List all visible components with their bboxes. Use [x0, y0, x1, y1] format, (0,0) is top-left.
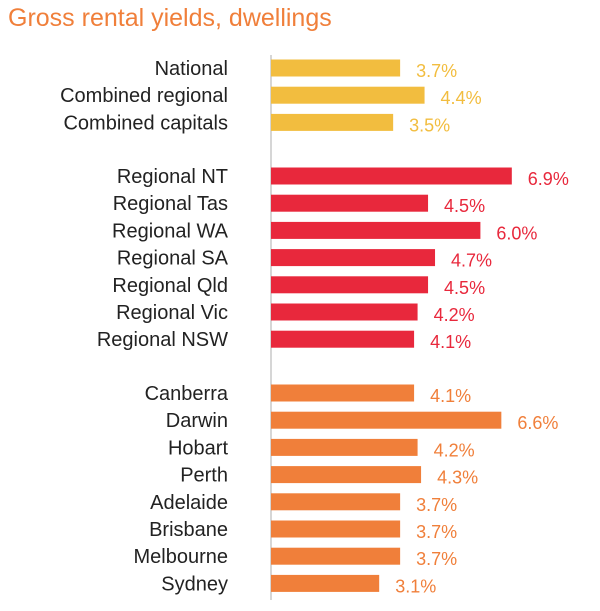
bar	[271, 520, 401, 538]
category-label: Regional Tas	[113, 193, 228, 215]
value-label: 4.2%	[434, 305, 475, 325]
bar	[271, 276, 429, 294]
category-label: Regional SA	[117, 248, 229, 270]
value-label: 4.1%	[430, 332, 471, 352]
category-label: Regional WA	[112, 220, 229, 242]
bar	[271, 303, 418, 321]
category-label: Canberra	[145, 383, 229, 405]
bar	[271, 221, 481, 239]
category-label: Combined capitals	[63, 112, 228, 134]
category-label: Perth	[180, 465, 228, 487]
category-label: Darwin	[166, 410, 228, 432]
category-label: Regional NT	[117, 166, 228, 188]
value-label: 4.1%	[430, 386, 471, 406]
chart-title: Gross rental yields, dwellings	[8, 4, 332, 32]
category-label: Hobart	[168, 437, 228, 459]
category-label: Regional Vic	[116, 302, 228, 324]
bar	[271, 574, 380, 592]
category-label: Sydney	[161, 573, 228, 595]
value-label: 6.6%	[517, 413, 558, 433]
category-label: Melbourne	[133, 546, 228, 568]
value-label: 6.0%	[496, 223, 537, 243]
value-label: 3.7%	[416, 495, 457, 515]
category-label: Regional Qld	[112, 275, 228, 297]
bar	[271, 194, 429, 212]
value-label: 4.5%	[444, 196, 485, 216]
category-label: Adelaide	[150, 492, 228, 514]
category-label: Combined regional	[60, 85, 228, 107]
bar	[271, 438, 418, 456]
value-label: 4.2%	[434, 440, 475, 460]
bar	[271, 86, 425, 104]
bar	[271, 330, 415, 348]
value-label: 3.7%	[416, 549, 457, 569]
category-label: National	[155, 58, 228, 80]
value-label: 3.7%	[416, 61, 457, 81]
bar	[271, 59, 401, 77]
bar	[271, 466, 422, 484]
value-label: 4.5%	[444, 278, 485, 298]
bar	[271, 167, 512, 185]
bar-group-3: Canberra 4.1% Darwin 6.6% Hobart 4.2% Perth 4.3…	[133, 383, 558, 596]
category-label: Brisbane	[149, 519, 228, 541]
bar-group-1: National 3.7% Combined regional 4.4% Combine…	[60, 58, 481, 135]
category-label: Regional NSW	[97, 329, 228, 351]
bar	[271, 384, 415, 402]
bar	[271, 411, 502, 429]
bar	[271, 113, 394, 131]
value-label: 4.3%	[437, 468, 478, 488]
value-label: 4.7%	[451, 251, 492, 271]
value-label: 3.7%	[416, 522, 457, 542]
bar	[271, 493, 401, 511]
bar-group-2: Regional NT 6.9% Regional Tas 4.5% Regional …	[97, 166, 569, 352]
bar	[271, 547, 401, 565]
value-label: 3.1%	[395, 576, 436, 596]
value-label: 4.4%	[441, 88, 482, 108]
value-label: 6.9%	[528, 169, 569, 189]
value-label: 3.5%	[409, 115, 450, 135]
bar	[271, 249, 436, 267]
bars-layer: National 3.7% Combined regional 4.4% Combine…	[60, 58, 569, 596]
